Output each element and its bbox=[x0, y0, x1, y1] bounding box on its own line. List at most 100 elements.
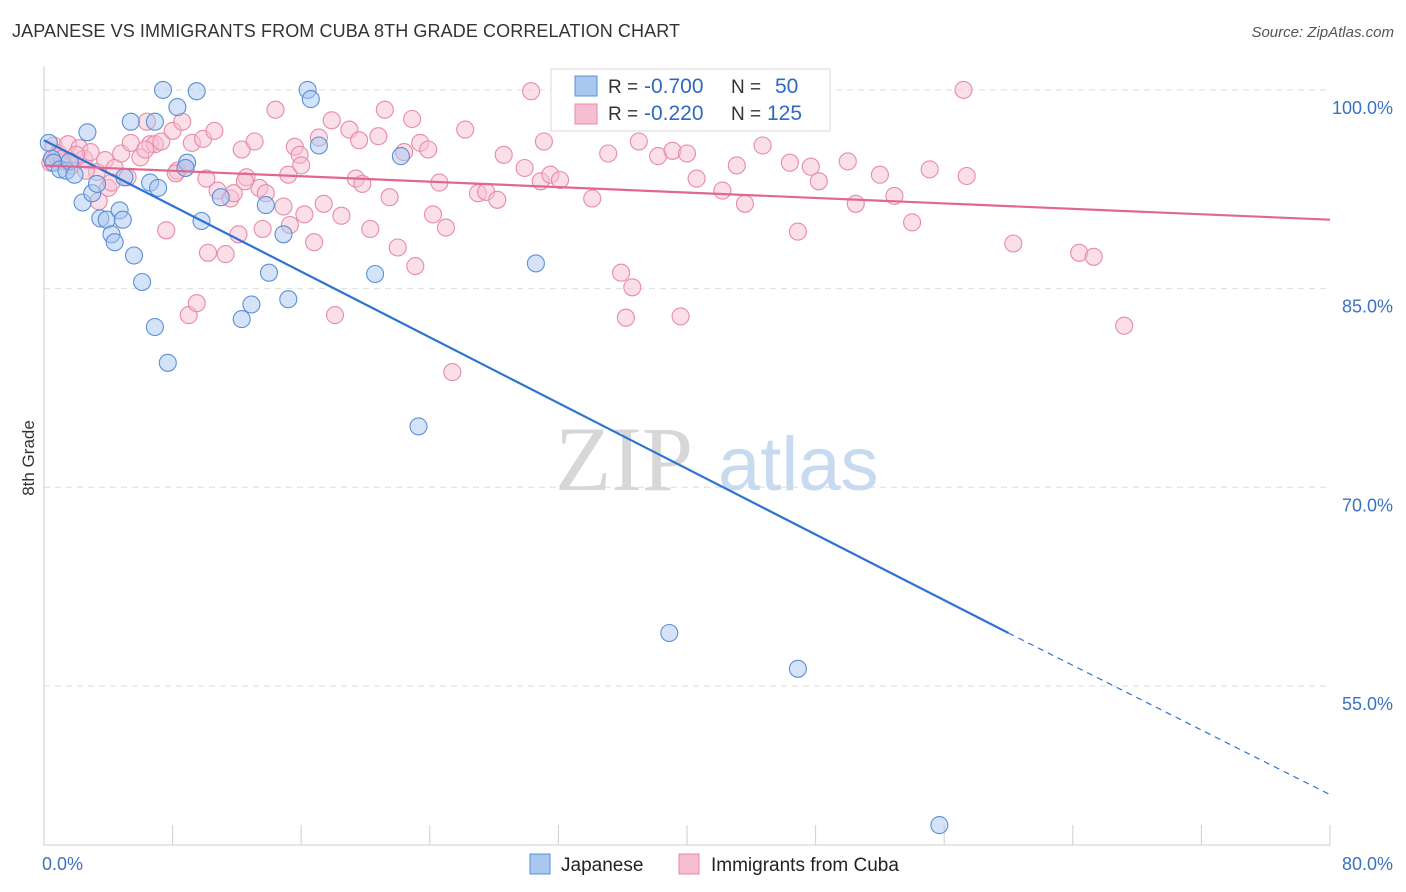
point-cuba-29 bbox=[187, 294, 206, 313]
point-japanese-24 bbox=[153, 80, 173, 99]
watermark: ZIP atlas bbox=[555, 408, 879, 510]
point-japanese-48 bbox=[930, 816, 949, 835]
point-japanese-47 bbox=[788, 659, 807, 678]
point-cuba-53 bbox=[314, 194, 333, 213]
y-tick-labels: 100.0% 85.0% 70.0% 55.0% bbox=[1332, 98, 1393, 714]
point-cuba-86 bbox=[583, 189, 602, 208]
point-cuba-106 bbox=[846, 194, 865, 213]
point-cuba-116 bbox=[1115, 316, 1134, 335]
y-tick-label-2: 70.0% bbox=[1342, 495, 1393, 515]
point-japanese-44 bbox=[526, 254, 545, 273]
point-japanese-46 bbox=[660, 623, 679, 643]
point-cuba-107 bbox=[870, 165, 889, 184]
point-cuba-122 bbox=[136, 140, 155, 159]
source-label: Source: ZipAtlas.com bbox=[1251, 24, 1394, 41]
legend-n-value-cuba: 125 bbox=[767, 102, 802, 125]
point-cuba-96 bbox=[687, 169, 706, 188]
y-tick-label-3: 55.0% bbox=[1342, 694, 1393, 714]
stats-legend: R = -0.700 N = 50 R = -0.220 N = 125 bbox=[550, 68, 831, 132]
legend-swatch-cuba bbox=[574, 103, 598, 125]
point-cuba-63 bbox=[375, 100, 394, 119]
bottom-legend-swatch-japanese bbox=[529, 853, 551, 875]
point-japanese-31 bbox=[211, 188, 230, 207]
point-cuba-97 bbox=[713, 181, 732, 200]
point-japanese-17 bbox=[121, 112, 140, 131]
point-cuba-44 bbox=[266, 100, 285, 119]
point-cuba-83 bbox=[534, 132, 553, 151]
point-japanese-35 bbox=[259, 263, 279, 282]
point-cuba-50 bbox=[295, 205, 314, 224]
axes bbox=[43, 66, 1331, 846]
point-cuba-51 bbox=[305, 233, 324, 252]
point-cuba-95 bbox=[677, 144, 697, 163]
legend-r-label-japanese: R = bbox=[608, 77, 638, 98]
point-cuba-55 bbox=[325, 306, 345, 325]
point-japanese-33 bbox=[242, 295, 261, 314]
point-japanese-37 bbox=[279, 290, 298, 309]
y-axis-label: 8th Grade bbox=[19, 420, 38, 496]
point-cuba-56 bbox=[332, 206, 351, 225]
y-tick-label-0: 100.0% bbox=[1332, 98, 1393, 118]
point-cuba-113 bbox=[1004, 234, 1023, 253]
point-cuba-61 bbox=[361, 219, 380, 239]
point-cuba-124 bbox=[197, 169, 216, 188]
point-cuba-32 bbox=[205, 121, 224, 140]
legend-r-label-cuba: R = bbox=[608, 104, 638, 125]
point-japanese-34 bbox=[256, 196, 275, 215]
bottom-legend-label-cuba: Immigrants from Cuba bbox=[711, 855, 899, 876]
point-cuba-88 bbox=[612, 263, 631, 282]
point-japanese-29 bbox=[187, 82, 206, 101]
point-cuba-100 bbox=[753, 136, 772, 155]
point-cuba-42 bbox=[253, 219, 272, 239]
point-cuba-99 bbox=[735, 194, 754, 213]
point-cuba-115 bbox=[1084, 247, 1103, 266]
point-japanese-21 bbox=[145, 317, 164, 337]
point-cuba-103 bbox=[801, 157, 820, 176]
point-cuba-111 bbox=[954, 80, 973, 99]
point-cuba-71 bbox=[423, 205, 443, 224]
point-cuba-75 bbox=[456, 120, 475, 139]
point-cuba-98 bbox=[727, 156, 746, 175]
point-cuba-22 bbox=[157, 221, 176, 240]
point-cuba-31 bbox=[198, 243, 218, 262]
point-cuba-85 bbox=[550, 170, 570, 190]
point-japanese-8 bbox=[78, 123, 97, 142]
point-cuba-80 bbox=[515, 158, 534, 178]
point-japanese-28 bbox=[176, 158, 195, 178]
legend-swatch-japanese bbox=[574, 75, 598, 97]
point-japanese-22 bbox=[145, 112, 164, 131]
point-cuba-54 bbox=[322, 111, 341, 130]
x-tick-label-max: 80.0% bbox=[1342, 854, 1393, 874]
point-japanese-19 bbox=[133, 272, 152, 292]
legend-r-value-japanese: -0.700 bbox=[644, 75, 704, 98]
point-cuba-87 bbox=[599, 144, 618, 163]
trend-line-japanese bbox=[43, 139, 1010, 635]
point-cuba-73 bbox=[436, 218, 455, 237]
point-japanese-6 bbox=[65, 165, 84, 184]
point-cuba-91 bbox=[629, 132, 648, 151]
point-cuba-49 bbox=[292, 156, 311, 175]
point-cuba-110 bbox=[920, 160, 939, 179]
point-cuba-101 bbox=[780, 153, 799, 172]
point-cuba-45 bbox=[274, 197, 293, 216]
point-cuba-65 bbox=[388, 238, 407, 257]
point-japanese-32 bbox=[232, 310, 251, 329]
point-cuba-109 bbox=[903, 213, 922, 232]
point-japanese-36 bbox=[274, 225, 293, 244]
point-cuba-94 bbox=[671, 307, 690, 326]
point-cuba-40 bbox=[245, 132, 264, 151]
legend-n-label-japanese: N = bbox=[731, 77, 761, 98]
point-cuba-59 bbox=[350, 131, 369, 150]
y-tick-label-1: 85.0% bbox=[1342, 297, 1393, 317]
point-japanese-10 bbox=[87, 174, 107, 193]
point-cuba-64 bbox=[380, 188, 399, 207]
point-cuba-90 bbox=[623, 278, 642, 297]
point-cuba-78 bbox=[488, 190, 507, 209]
point-cuba-34 bbox=[216, 245, 235, 264]
point-cuba-102 bbox=[788, 222, 807, 241]
watermark-atlas: atlas bbox=[718, 422, 879, 507]
legend-n-label-cuba: N = bbox=[731, 104, 761, 125]
legend-n-value-japanese: 50 bbox=[775, 75, 798, 98]
point-cuba-79 bbox=[494, 145, 513, 164]
point-cuba-81 bbox=[522, 82, 541, 101]
